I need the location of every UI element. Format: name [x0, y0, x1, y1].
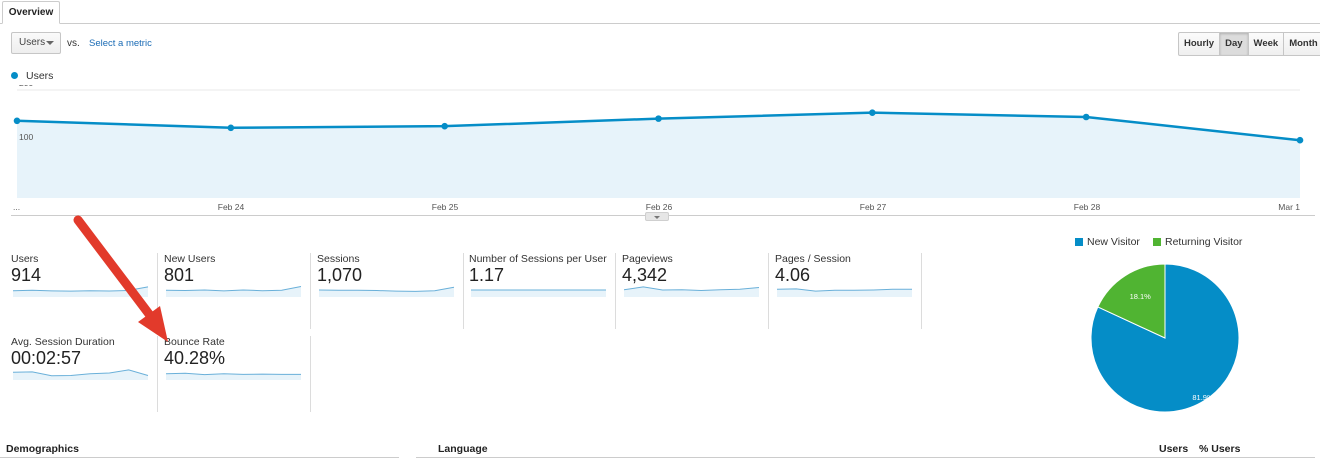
pie-legend-returning: Returning Visitor: [1153, 236, 1242, 248]
x-tick-label: Feb 26: [646, 202, 673, 212]
chart-point: [1296, 136, 1304, 144]
select-metric-link[interactable]: Select a metric: [89, 38, 152, 49]
metric-label: Sessions: [317, 253, 360, 265]
pie-legend-new: New Visitor: [1075, 236, 1140, 248]
metric-label: Users: [11, 253, 39, 265]
metric-label: Pageviews: [622, 253, 673, 265]
metric-tile-sessions[interactable]: Sessions 1,070: [317, 253, 464, 329]
metric-sparkline: [166, 372, 301, 380]
metric-tile-new-users[interactable]: New Users 801: [164, 253, 311, 329]
x-tick-label: Feb 28: [1074, 202, 1101, 212]
x-tick-label: Feb 25: [432, 202, 459, 212]
tab-bar: [0, 0, 1320, 24]
language-title: Language: [438, 443, 488, 455]
metric-value: 4.06: [775, 265, 811, 285]
users-legend-dot: [11, 72, 18, 79]
pct-users-column-header[interactable]: % Users: [1199, 443, 1241, 455]
metric-value: 1,070: [317, 265, 363, 285]
x-tick-label: Feb 24: [218, 202, 245, 212]
metric-value: 801: [164, 265, 195, 285]
chart-point: [227, 124, 235, 132]
metric-tile-bounce-rate[interactable]: Bounce Rate 40.28%: [164, 336, 311, 412]
granularity-buttons: Hourly Day Week Month: [1178, 32, 1320, 56]
metric-tile-avg-session-duration[interactable]: Avg. Session Duration 00:02:57: [11, 336, 158, 412]
tab-overview[interactable]: Overview: [2, 1, 60, 24]
metric-label: Bounce Rate: [164, 336, 225, 348]
visitor-pie-chart: 81.9% 18.1%: [1090, 263, 1240, 413]
metric-label: New Users: [164, 253, 216, 265]
metric-select[interactable]: Users: [11, 32, 61, 54]
pie-slice-label: 18.1%: [1130, 292, 1152, 301]
metric-sparkline: [624, 286, 760, 297]
x-tick-label: Feb 27: [860, 202, 887, 212]
x-tick-label-ellipsis: ...: [13, 202, 20, 212]
metric-value: 40.28%: [164, 348, 226, 368]
metric-sparkline: [13, 286, 149, 297]
hourly-button[interactable]: Hourly: [1178, 32, 1221, 56]
metric-sparkline: [777, 288, 912, 297]
language-underline: [416, 457, 1315, 458]
chart-collapse-handle[interactable]: [645, 212, 669, 221]
day-button[interactable]: Day: [1219, 32, 1249, 56]
y-tick-label: 200: [19, 85, 33, 88]
week-button[interactable]: Week: [1247, 32, 1285, 56]
demographics-underline: [0, 457, 399, 458]
new-visitor-swatch: [1075, 238, 1083, 246]
chart-point: [13, 117, 21, 125]
chart-point: [655, 115, 662, 122]
x-tick-label: Mar 1: [1278, 202, 1300, 212]
metric-sparkline: [166, 286, 302, 297]
metric-value: 00:02:57: [11, 348, 82, 368]
demographics-title: Demographics: [6, 443, 79, 455]
pie-legend-new-label: New Visitor: [1087, 236, 1140, 248]
metric-value: 4,342: [622, 265, 668, 285]
metric-tile-users[interactable]: Users 914: [11, 253, 158, 329]
vs-label: vs.: [67, 38, 80, 49]
chart-point: [869, 109, 876, 116]
pie-slice-returning-visitor: [1097, 263, 1166, 339]
chart-legend-label: Users: [26, 70, 54, 82]
pie-legend-returning-label: Returning Visitor: [1165, 236, 1243, 248]
metric-value: 914: [11, 265, 42, 285]
chart-area-fill: [17, 112, 1300, 198]
metric-tile-number-of-sessions-per-user[interactable]: Number of Sessions per User 1.17: [469, 253, 616, 329]
metric-value: 1.17: [469, 265, 505, 285]
metric-label: Pages / Session: [775, 253, 851, 265]
metric-label: Avg. Session Duration: [11, 336, 115, 348]
metric-tile-pageviews[interactable]: Pageviews 4,342: [622, 253, 769, 329]
users-column-header[interactable]: Users: [1159, 443, 1189, 455]
returning-visitor-swatch: [1153, 238, 1161, 246]
chevron-down-icon: [46, 41, 54, 45]
pie-slice-label: 81.9%: [1192, 393, 1214, 402]
metric-sparkline: [319, 286, 455, 297]
y-tick-label: 100: [19, 132, 33, 142]
metric-select-value: Users: [19, 37, 46, 48]
chart-point: [441, 122, 448, 130]
users-line-chart: 100 200 Feb 24 Feb 25 Feb 26 Feb 27 Feb 28 Mar…: [13, 85, 1304, 212]
metric-sparkline: [13, 369, 149, 380]
metric-sparkline: [471, 289, 606, 297]
red-arrow-icon: [73, 215, 168, 342]
metric-label: Number of Sessions per User: [469, 253, 607, 265]
chart-point: [1082, 113, 1090, 121]
month-button[interactable]: Month: [1283, 32, 1320, 56]
metric-tile-pages-session[interactable]: Pages / Session 4.06: [775, 253, 922, 329]
